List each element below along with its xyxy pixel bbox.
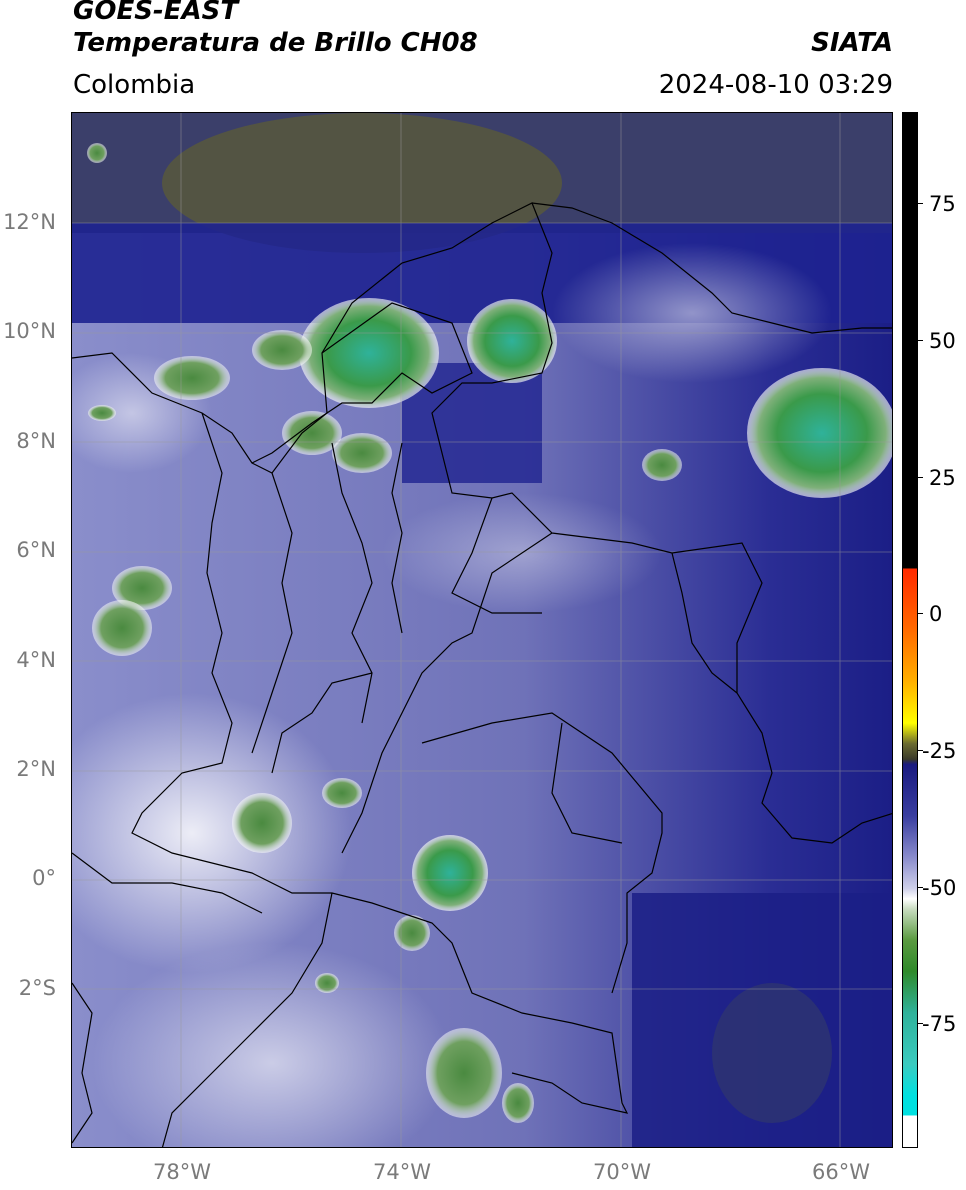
colorbar	[902, 112, 918, 1148]
colorbar-tick: -25	[922, 739, 957, 763]
lon-tick: 78°W	[153, 1160, 211, 1184]
lat-tick: 6°N	[16, 538, 56, 562]
lon-tick: 66°W	[812, 1160, 870, 1184]
lat-tick: 4°N	[16, 648, 56, 672]
colorbar-tick: 75	[929, 192, 956, 216]
lat-tick: 10°N	[3, 319, 56, 343]
lon-tick: 74°W	[373, 1160, 431, 1184]
colorbar-tick: 50	[929, 329, 956, 353]
title-line-2: Temperatura de Brillo CH08	[73, 28, 478, 58]
map-image	[72, 113, 892, 1147]
lat-tick: 12°N	[3, 210, 56, 234]
datetime-label: 2024-08-10 03:29	[658, 70, 893, 100]
title-line-1: GOES-EAST	[73, 0, 239, 26]
map-borders	[72, 202, 892, 1147]
lon-tick: 70°W	[593, 1160, 651, 1184]
lat-tick: 8°N	[16, 429, 56, 453]
colorbar-tick: 0	[929, 602, 943, 626]
colorbar-gradient	[903, 113, 917, 1147]
lat-tick: 2°S	[18, 976, 56, 1000]
region-label: Colombia	[73, 70, 196, 100]
satellite-map	[71, 112, 893, 1148]
colorbar-tick: -50	[922, 876, 957, 900]
lat-tick: 0°	[32, 866, 56, 890]
brand-label: SIATA	[811, 28, 893, 58]
colorbar-tick: 25	[929, 466, 956, 490]
colorbar-tick: -75	[922, 1012, 957, 1036]
lat-tick: 2°N	[16, 757, 56, 781]
